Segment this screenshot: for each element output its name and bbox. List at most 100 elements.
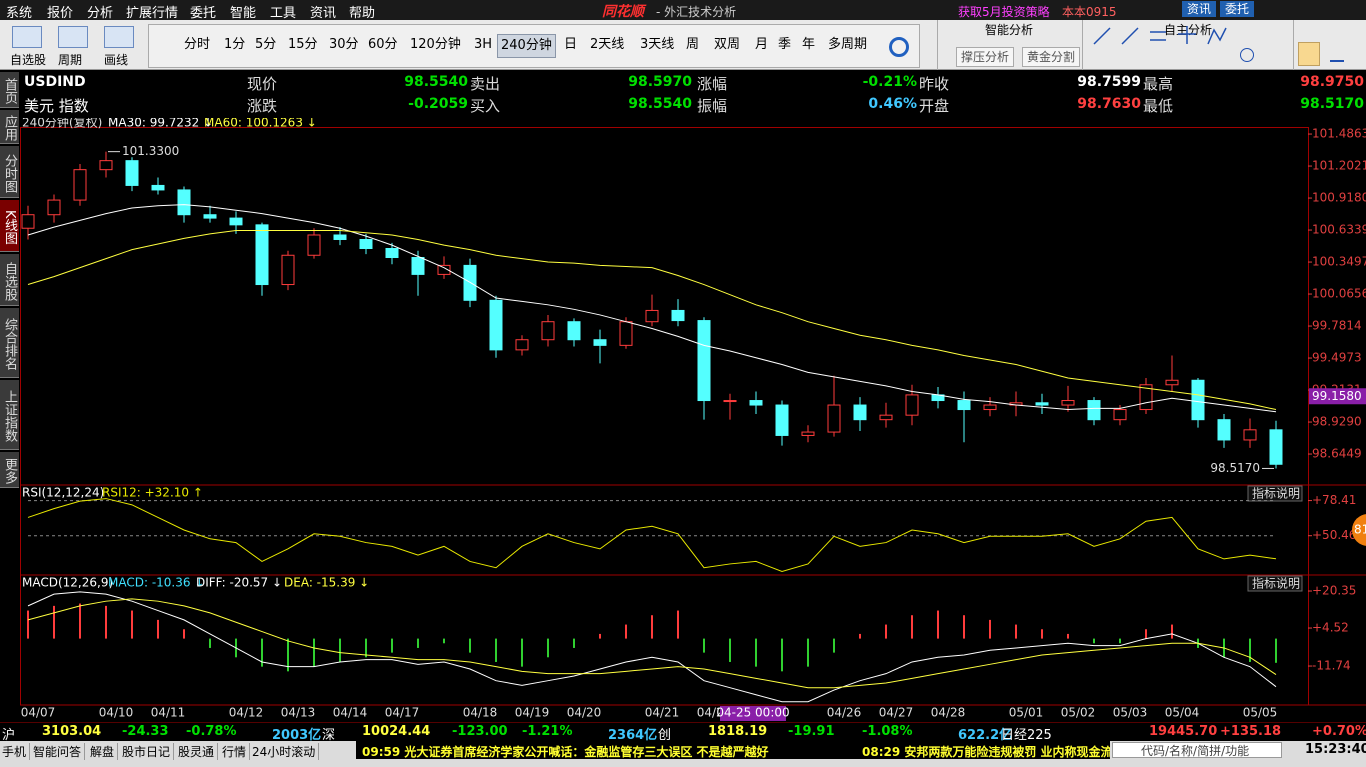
quote-label: 买入 (470, 97, 501, 115)
quote-value: 98.5170 (1300, 96, 1364, 112)
period-button[interactable]: 30分 (329, 37, 359, 52)
cursor-tool[interactable] (1298, 42, 1320, 66)
x-tick-label: 04/27 (879, 706, 914, 720)
period-button[interactable]: 季 (778, 37, 792, 52)
settings-icon[interactable] (889, 37, 909, 57)
text-tool[interactable] (1330, 44, 1344, 62)
news-item[interactable]: 08:29 安邦两款万能险违规被罚 业内称现金流可 (862, 745, 1110, 759)
quote-label: 振幅 (697, 97, 728, 115)
period-button[interactable]: 日 (564, 37, 578, 52)
candle-body (723, 400, 737, 403)
sidebar-tab[interactable]: 应用 (0, 110, 19, 144)
y-tick-label: 100.6339 (1312, 223, 1366, 237)
period-button[interactable]: 3H (474, 37, 493, 52)
y-tick-label: 98.9290 (1312, 415, 1362, 429)
quote-value: -0.21% (862, 74, 917, 90)
period-button[interactable]: 240分钟 (497, 34, 556, 58)
y-tick-label: 100.3497 (1312, 255, 1366, 269)
top-button[interactable]: 委托 (1220, 1, 1255, 17)
status-tab[interactable]: 智能问答 (33, 743, 86, 760)
quote-label: 最高 (1143, 75, 1174, 93)
macd-legend: DIFF: -20.57 ↓ (196, 576, 282, 590)
index-item: -1.08% (862, 724, 913, 739)
index-item: -1.21% (522, 724, 573, 739)
y-tick-label: 99.7814 (1312, 319, 1362, 333)
menu-item[interactable]: 工具 (270, 6, 297, 21)
menu-item[interactable]: 报价 (47, 6, 74, 21)
menu-item[interactable]: 系统 (6, 6, 33, 21)
rsi-title: RSI(12,12,24) (22, 486, 104, 500)
news-item[interactable]: 09:59 光大证券首席经济学家公开喊话：金融监管存三大误区 不是越严越好 (362, 745, 769, 759)
period-button[interactable]: 1分 (224, 37, 246, 52)
promo-link[interactable]: 获取5月投资策略 (958, 5, 1050, 19)
tool-icon[interactable] (12, 26, 42, 48)
rsi-line (27, 498, 1277, 573)
status-tab[interactable]: 股市日记 (122, 743, 175, 760)
status-bar: 手机 智能问答 解盘 股市日记 股灵通 行情 24小时滚动 09:59 光大证券首席经济学家公… (0, 741, 1366, 767)
sidebar-tab[interactable]: 自选股 (0, 254, 19, 306)
sidebar-tab[interactable]: 更多 (0, 452, 19, 488)
y-tick-label: 101.4863 (1312, 127, 1366, 141)
top-button[interactable]: 资讯 (1182, 1, 1217, 17)
period-button[interactable]: 3天线 (640, 37, 675, 52)
period-button[interactable]: 年 (802, 37, 816, 52)
dea-line (27, 598, 1277, 689)
period-button[interactable]: 120分钟 (410, 37, 461, 52)
candle-body (1165, 379, 1179, 386)
tool-icon[interactable] (58, 26, 88, 48)
index-item: 2003亿 (272, 728, 322, 743)
quote-label: 现价 (247, 75, 278, 93)
menu-item[interactable]: 委托 (190, 6, 217, 21)
status-tab[interactable]: 股灵通 (178, 743, 219, 760)
x-tick-label: 05/04 (1165, 706, 1200, 720)
smart-button[interactable]: 撑压分析 (956, 47, 1015, 67)
float-badge (1352, 514, 1366, 546)
candle-body (801, 431, 815, 436)
menu-item[interactable]: 智能 (230, 6, 257, 21)
x-tick-label: 04/07 (21, 706, 56, 720)
menu-item[interactable]: 帮助 (349, 6, 376, 21)
period-button[interactable]: 15分 (288, 37, 318, 52)
sidebar-tab[interactable]: 首页 (0, 72, 19, 108)
tool-icon[interactable] (104, 26, 134, 48)
quote-header: USDIND 美元 指数 现价 98.5540 卖出 98.5970 涨幅 -0.21% 昨收 9… (20, 72, 1366, 118)
period-button[interactable]: 2天线 (590, 37, 625, 52)
candle-body (619, 321, 633, 346)
sidebar-tab[interactable]: 分时图 (0, 146, 19, 198)
status-tab[interactable]: 24小时滚动 (252, 743, 320, 760)
menu-item[interactable]: 扩展行情 (126, 6, 179, 21)
low-annotation: 98.5170 (1210, 461, 1260, 475)
index-item: 沪 (2, 728, 16, 743)
sidebar-tab[interactable]: 综合排名 (0, 308, 19, 378)
x-tick-label: 05/05 (1243, 706, 1278, 720)
period-button[interactable]: 5分 (255, 37, 277, 52)
period-button[interactable]: 多周期 (828, 37, 868, 52)
status-tab[interactable]: 手机 (2, 743, 31, 760)
y-tick-label: +4.52 (1312, 621, 1349, 635)
symbol: USDIND (24, 74, 86, 90)
period-button[interactable]: 双周 (714, 37, 741, 52)
symbol-name: 美元 指数 (24, 97, 89, 115)
menu-item[interactable]: 资讯 (310, 6, 337, 21)
quote-label: 开盘 (919, 97, 950, 115)
logo: 同花顺 (602, 4, 644, 20)
candle-body (125, 160, 139, 186)
search-box[interactable]: 代码/名称/简拼/功能 (1112, 742, 1282, 758)
index-item: 3103.04 (42, 724, 102, 739)
menu-item[interactable]: 分析 (87, 6, 114, 21)
period-button[interactable]: 60分 (368, 37, 398, 52)
sidebar-tab[interactable]: K线图 (0, 200, 19, 252)
period-button[interactable]: 月 (755, 37, 769, 52)
quote-label: 涨跌 (247, 97, 278, 115)
sidebar-tab[interactable]: 上证指数 (0, 380, 19, 450)
circle-tool[interactable] (1240, 48, 1254, 62)
x-tick-label: 04/21 (645, 706, 680, 720)
status-tab[interactable]: 行情 (222, 743, 251, 760)
smart-button[interactable]: 黄金分割 (1022, 47, 1081, 67)
period-button[interactable]: 分时 (184, 37, 211, 52)
period-label: 240分钟(复权) (22, 118, 102, 130)
x-tick-label: 04/10 (99, 706, 134, 720)
period-button[interactable]: 周 (686, 37, 700, 52)
candle-body (567, 321, 581, 341)
status-tab[interactable]: 解盘 (90, 743, 119, 760)
